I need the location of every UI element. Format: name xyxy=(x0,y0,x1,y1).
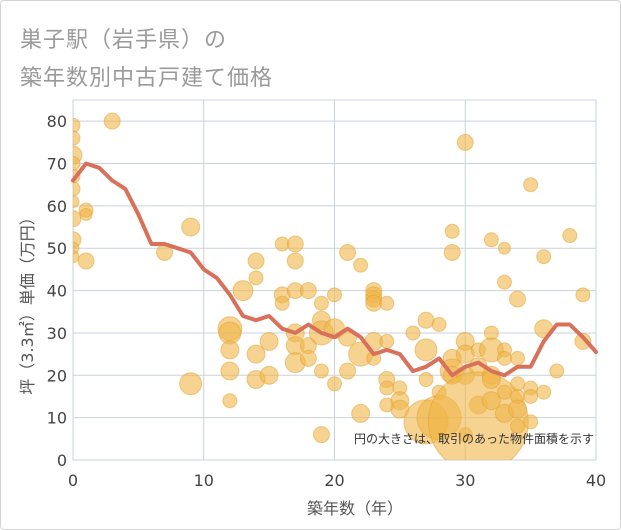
bubble-point xyxy=(73,117,81,133)
bubble-point xyxy=(417,311,435,329)
y-tick-label: 60 xyxy=(47,197,67,216)
x-tick-label: 30 xyxy=(455,471,475,490)
bubble-point xyxy=(259,331,279,351)
bubble-point xyxy=(299,282,317,300)
bubble-point xyxy=(536,384,552,400)
bubble-point xyxy=(443,243,461,261)
bubble-point xyxy=(286,235,304,253)
bubble-point xyxy=(220,340,240,360)
bubble-point xyxy=(575,287,591,303)
bubble-point xyxy=(549,363,565,379)
bubble-point xyxy=(481,391,501,411)
y-tick-label: 30 xyxy=(47,324,67,343)
bubble-point xyxy=(351,403,371,423)
bubble-point xyxy=(220,361,240,381)
x-axis-label: 築年数（年） xyxy=(307,499,403,518)
bubble-point xyxy=(523,414,539,430)
bubble-point xyxy=(247,252,265,270)
bubble-point xyxy=(497,241,511,255)
bubble-point xyxy=(232,280,254,302)
bubble-point xyxy=(274,295,290,311)
y-tick-label: 10 xyxy=(47,409,67,428)
bubble-point xyxy=(79,207,93,221)
bubble-point xyxy=(248,270,264,286)
bubble-point xyxy=(496,274,512,290)
bubble-point xyxy=(444,223,460,239)
bubble-point xyxy=(510,376,526,392)
average-price-line xyxy=(71,161,598,378)
bubble-point xyxy=(73,210,82,228)
bubble-point xyxy=(353,257,369,273)
bubble-point xyxy=(103,112,121,130)
bubble-point xyxy=(77,252,95,270)
y-axis-label: 坪（3.3㎡）単価（万円） xyxy=(18,209,37,394)
bubble-point xyxy=(73,156,81,172)
bubble-point xyxy=(523,388,539,404)
bubble-size-note: 円の大きさは、取引のあった物件面積を示す xyxy=(354,431,594,446)
tick-layer: 0 10 20 30 40 0 10 20 30 40 50 60 70 80 xyxy=(47,112,607,490)
bubble-point xyxy=(483,232,499,248)
bubble-point xyxy=(523,177,539,193)
bubble-point xyxy=(181,217,201,237)
bubble-point xyxy=(327,287,342,303)
bubble-point xyxy=(179,372,203,396)
y-tick-label: 70 xyxy=(47,155,67,174)
x-tick-label: 10 xyxy=(194,471,214,490)
y-tick-label: 50 xyxy=(47,239,67,258)
bubble-point xyxy=(508,399,528,419)
y-tick-label: 0 xyxy=(57,451,67,470)
y-tick-label: 40 xyxy=(47,282,67,301)
bubble-point xyxy=(327,376,342,392)
bubble-point xyxy=(379,295,395,311)
line-layer xyxy=(71,161,598,378)
bubble-point xyxy=(339,362,357,380)
bubble-point xyxy=(313,295,329,311)
bubble-point xyxy=(73,181,81,197)
bubble-point xyxy=(73,250,80,264)
bubble-point xyxy=(299,349,317,367)
bubble-point xyxy=(496,384,512,400)
chart-subtitle: 築年数別中古戸建て価格 xyxy=(20,66,274,91)
bubble-point xyxy=(339,243,357,261)
bubble-point xyxy=(73,195,80,209)
bubble-point xyxy=(496,350,512,366)
bubble-point xyxy=(405,325,421,341)
bubble-point xyxy=(536,249,552,265)
x-tick-label: 0 xyxy=(68,471,78,490)
bubble-point xyxy=(510,350,526,366)
y-tick-label: 20 xyxy=(47,366,67,385)
bubble-point xyxy=(418,372,434,388)
bubble-point xyxy=(259,365,279,385)
bubble-point xyxy=(414,338,438,362)
bubble-point xyxy=(286,252,304,270)
x-tick-label: 40 xyxy=(586,471,606,490)
bubble-point xyxy=(312,426,330,444)
y-tick-label: 80 xyxy=(47,112,67,131)
bubble-point xyxy=(246,344,266,364)
bubble-point xyxy=(379,380,395,396)
bubble-layer xyxy=(73,112,592,460)
bubble-point xyxy=(456,133,474,151)
chart-title: 巣子駅（岩手県）の xyxy=(20,28,228,53)
bubble-point xyxy=(431,316,447,332)
bubble-point xyxy=(73,130,81,146)
bubble-point xyxy=(509,290,527,308)
bubble-point xyxy=(222,393,238,409)
bubble-point xyxy=(379,333,395,349)
bubble-point xyxy=(574,332,592,350)
bubble-point xyxy=(313,363,329,379)
bubble-point xyxy=(562,228,578,244)
x-tick-label: 20 xyxy=(324,471,344,490)
